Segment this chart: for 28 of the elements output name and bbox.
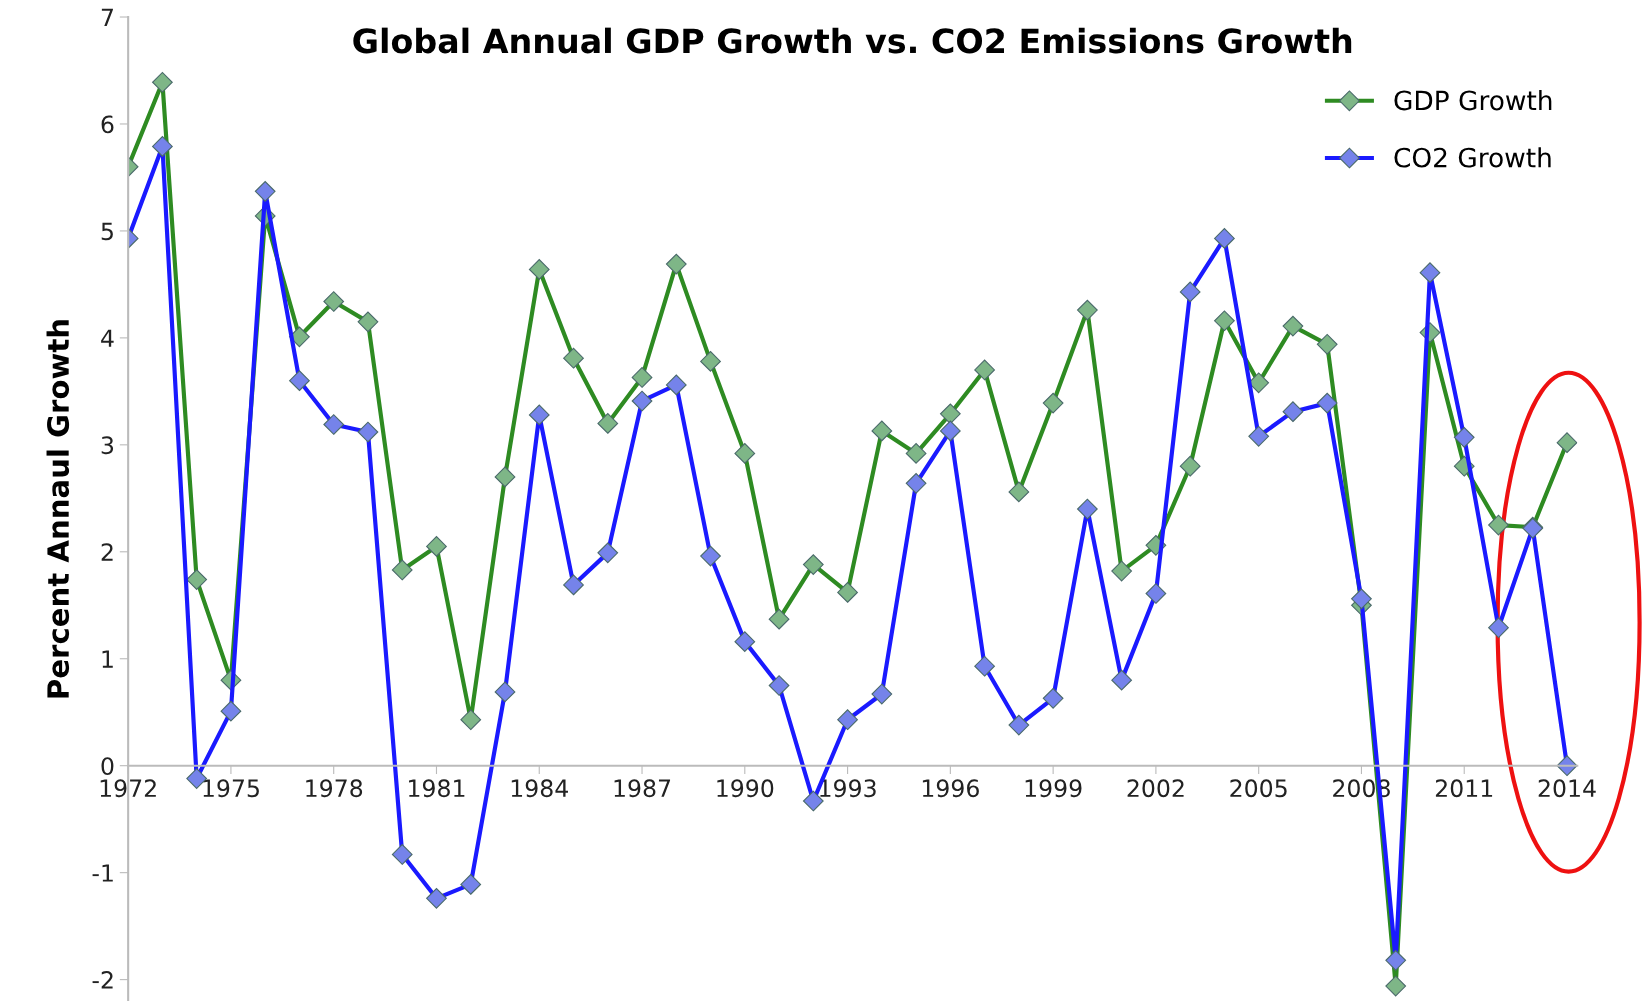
y-tick-label: 7 <box>101 8 113 26</box>
y-tick-label: 2 <box>101 543 113 561</box>
x-tick-label: 1981 <box>409 779 465 798</box>
x-tick-label: 2002 <box>1127 779 1184 798</box>
y-tick-label: 4 <box>101 329 114 347</box>
x-tick-label: 1978 <box>306 779 363 798</box>
y-tick-label: 1 <box>102 650 113 668</box>
x-tick-label: 2011 <box>1435 779 1493 798</box>
y-axis-title: Percent Annaul Growth <box>46 320 70 698</box>
chart-title: Global Annual GDP Growth vs. CO2 Emissions Growth <box>353 27 1352 54</box>
x-tick-label: 1975 <box>203 779 259 798</box>
x-tick-label: 1972 <box>100 779 156 798</box>
x-tick-label: 1984 <box>511 779 568 798</box>
y-tick-label: -2 <box>92 971 113 989</box>
y-tick-label: 6 <box>101 115 114 134</box>
x-tick-label: 1999 <box>1025 779 1082 798</box>
x-tick-label: 1987 <box>614 779 671 798</box>
x-tick-label: 1993 <box>820 779 876 798</box>
x-tick-label: 1990 <box>717 779 774 798</box>
x-tick-label: 1996 <box>922 779 979 798</box>
y-tick-label: 5 <box>101 222 113 241</box>
legend-label: GDP Growth <box>1394 89 1552 111</box>
x-tick-label: 2005 <box>1230 779 1287 798</box>
x-tick-label: 2014 <box>1538 779 1596 798</box>
y-tick-label: 0 <box>101 757 114 776</box>
y-tick-label: 3 <box>101 436 114 455</box>
legend-label: CO2 Growth <box>1394 147 1551 168</box>
y-tick-label: -1 <box>92 864 113 882</box>
